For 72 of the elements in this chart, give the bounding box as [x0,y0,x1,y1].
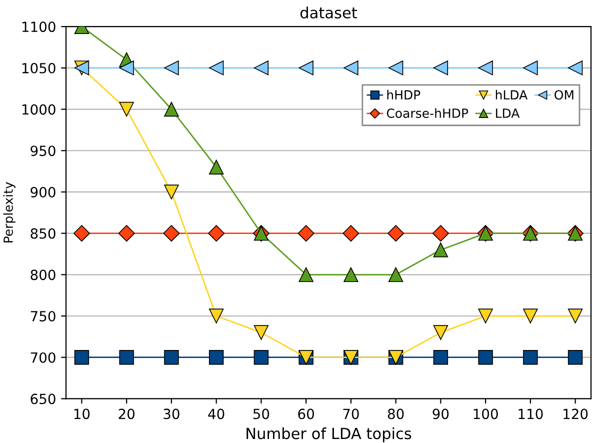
chart-title: dataset [300,6,358,18]
y-tick-label: 800 [30,270,56,280]
point [164,350,179,365]
x-tick-label: 90 [432,408,449,420]
point [298,225,314,242]
legend-label: Coarse-hHDP [386,108,468,118]
point [433,325,448,340]
point [119,102,134,117]
point [344,60,358,76]
legend-label: OM [554,90,574,100]
legend-label: LDA [496,108,520,118]
y-tick-label: 1000 [22,104,56,115]
y-axis-title: Perplexity [3,182,16,242]
point [388,225,404,242]
point [208,60,224,76]
x-tick-label: 50 [253,408,270,420]
point [254,325,269,340]
x-tick-label: 60 [298,408,314,420]
y-tick-label: 900 [30,186,56,198]
y-tick-label: 850 [30,228,56,239]
point [478,60,493,76]
point [254,60,269,76]
point [388,60,404,76]
y-tick-label: 650 [30,394,56,404]
point [478,350,493,365]
point [73,225,90,242]
point [478,308,493,324]
point [342,225,360,242]
point [433,60,448,76]
y-tick-label: 950 [30,146,56,156]
x-tick-label: 100 [474,408,498,420]
point [208,350,224,365]
x-axis-title: Number of LDA topics [246,427,412,442]
x-tick-label: 120 [564,408,588,420]
point [119,350,134,365]
point [568,60,583,76]
point [568,308,583,324]
point [74,350,90,365]
x-tick-label: 70 [343,408,359,420]
y-tick-label: 1050 [22,62,56,74]
x-tick-label: 40 [208,408,224,420]
point [254,350,269,365]
point [164,60,179,76]
point [164,184,179,200]
point [208,308,224,324]
y-tick-label: 700 [30,352,56,363]
point [164,102,179,117]
point [208,160,224,175]
legend-label: hLDA [496,90,528,100]
y-tick-label: 1100 [22,22,56,32]
y-tick-label: 750 [30,310,56,322]
point [344,267,358,282]
point [298,267,314,282]
x-tick-label: 80 [388,408,404,420]
point [118,225,135,242]
x-tick-label: 30 [164,408,180,420]
x-tick-label: 110 [518,408,543,420]
point [208,225,225,242]
point [523,350,538,365]
point [568,350,583,365]
point [523,60,538,76]
legend-label: hHDP [387,90,420,100]
x-tick-label: 20 [118,408,134,420]
point [298,60,314,76]
point [163,225,180,242]
point [388,267,404,282]
point [432,225,449,242]
x-tick-label: 10 [74,408,90,420]
point [433,350,448,365]
point [119,60,134,76]
point [523,308,538,324]
point [433,242,448,258]
